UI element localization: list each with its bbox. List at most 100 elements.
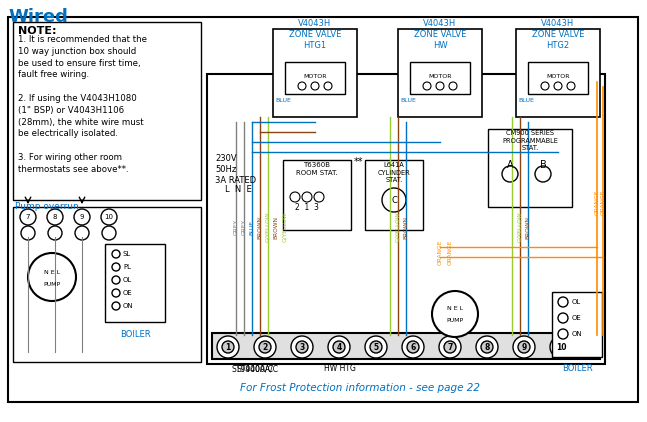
Bar [13,207,201,362]
Circle shape [302,192,312,202]
Circle shape [444,341,456,353]
Text: 3: 3 [300,343,305,352]
Text: Wired: Wired [8,8,68,26]
Text: 6: 6 [410,343,415,352]
Circle shape [259,341,271,353]
Text: ORANGE: ORANGE [600,189,606,215]
Text: BROWN: BROWN [274,216,278,238]
Text: For Frost Protection information - see page 22: For Frost Protection information - see p… [240,383,480,393]
Circle shape [541,82,549,90]
Text: MOTOR: MOTOR [428,73,452,78]
Circle shape [223,197,233,207]
Bar [218,187,260,217]
Circle shape [328,336,350,358]
Circle shape [432,291,478,337]
Text: BOILER: BOILER [120,330,150,339]
Circle shape [382,188,406,212]
Text: BROWN: BROWN [258,216,263,238]
Text: N E L: N E L [447,306,463,311]
Circle shape [407,341,419,353]
Text: C: C [391,195,397,205]
Circle shape [254,336,276,358]
Text: ON: ON [572,331,583,337]
Circle shape [324,82,332,90]
Bar [212,333,600,359]
Circle shape [535,166,551,182]
Circle shape [513,336,535,358]
Circle shape [102,226,116,240]
Text: G/YELLOW: G/YELLOW [518,212,523,242]
Circle shape [449,82,457,90]
Text: G/YELLOW: G/YELLOW [395,212,400,242]
Text: 5: 5 [373,343,378,352]
Text: CM900 SERIES
PROGRAMMABLE
STAT.: CM900 SERIES PROGRAMMABLE STAT. [502,130,558,151]
Text: OL: OL [123,277,132,283]
Circle shape [20,209,36,225]
Bar [285,62,345,94]
Circle shape [298,82,306,90]
Text: OL: OL [572,299,581,305]
Circle shape [222,341,234,353]
Text: 4: 4 [336,343,342,352]
Bar [552,292,602,357]
Text: ON: ON [123,303,134,309]
Circle shape [518,341,530,353]
Bar [105,244,165,322]
Text: Pump overrun: Pump overrun [15,202,79,211]
Circle shape [21,226,35,240]
Circle shape [370,341,382,353]
Text: ORANGE: ORANGE [448,239,452,265]
Bar [488,129,572,207]
Text: OE: OE [123,290,133,296]
Text: PUMP: PUMP [446,317,463,322]
Circle shape [554,82,562,90]
Text: 230V
50Hz
3A RATED: 230V 50Hz 3A RATED [215,154,256,185]
Text: ORANGE: ORANGE [437,239,443,265]
Circle shape [235,197,245,207]
Text: BLUE: BLUE [400,97,416,103]
Text: V4043H
ZONE VALVE
HTG1: V4043H ZONE VALVE HTG1 [289,19,341,50]
Circle shape [476,336,498,358]
Text: 7: 7 [447,343,453,352]
Text: BOILER: BOILER [562,364,592,373]
Text: G/YELLOW: G/YELLOW [283,212,287,242]
Circle shape [333,341,345,353]
Circle shape [112,276,120,284]
Circle shape [112,263,120,271]
Text: 1: 1 [225,343,230,352]
Bar [398,29,482,117]
Circle shape [311,82,319,90]
Circle shape [28,253,76,301]
Text: ST9400A/C: ST9400A/C [237,364,279,373]
Text: A: A [507,160,513,170]
Text: BLUE: BLUE [275,97,291,103]
Circle shape [502,166,518,182]
Circle shape [365,336,387,358]
Circle shape [567,82,575,90]
Text: 7: 7 [26,214,30,220]
Circle shape [314,192,324,202]
Text: N E L: N E L [44,270,60,274]
Text: SL: SL [123,251,131,257]
Circle shape [290,192,300,202]
Text: ST9400A/C: ST9400A/C [232,365,274,374]
Circle shape [558,313,568,323]
Text: BROWN: BROWN [525,216,531,238]
Text: 10: 10 [105,214,113,220]
Bar [283,160,351,230]
Text: V4043H
ZONE VALVE
HTG2: V4043H ZONE VALVE HTG2 [532,19,584,50]
Text: GREY: GREY [241,219,247,235]
Text: PUMP: PUMP [43,281,61,287]
Bar [365,160,423,230]
Circle shape [296,341,308,353]
Circle shape [555,341,567,353]
Text: BLUE: BLUE [250,219,254,235]
Circle shape [47,209,63,225]
Circle shape [74,209,90,225]
Circle shape [112,302,120,310]
Bar [410,62,470,94]
Circle shape [439,336,461,358]
Circle shape [101,209,117,225]
Text: 2: 2 [263,343,268,352]
Bar [207,74,605,364]
